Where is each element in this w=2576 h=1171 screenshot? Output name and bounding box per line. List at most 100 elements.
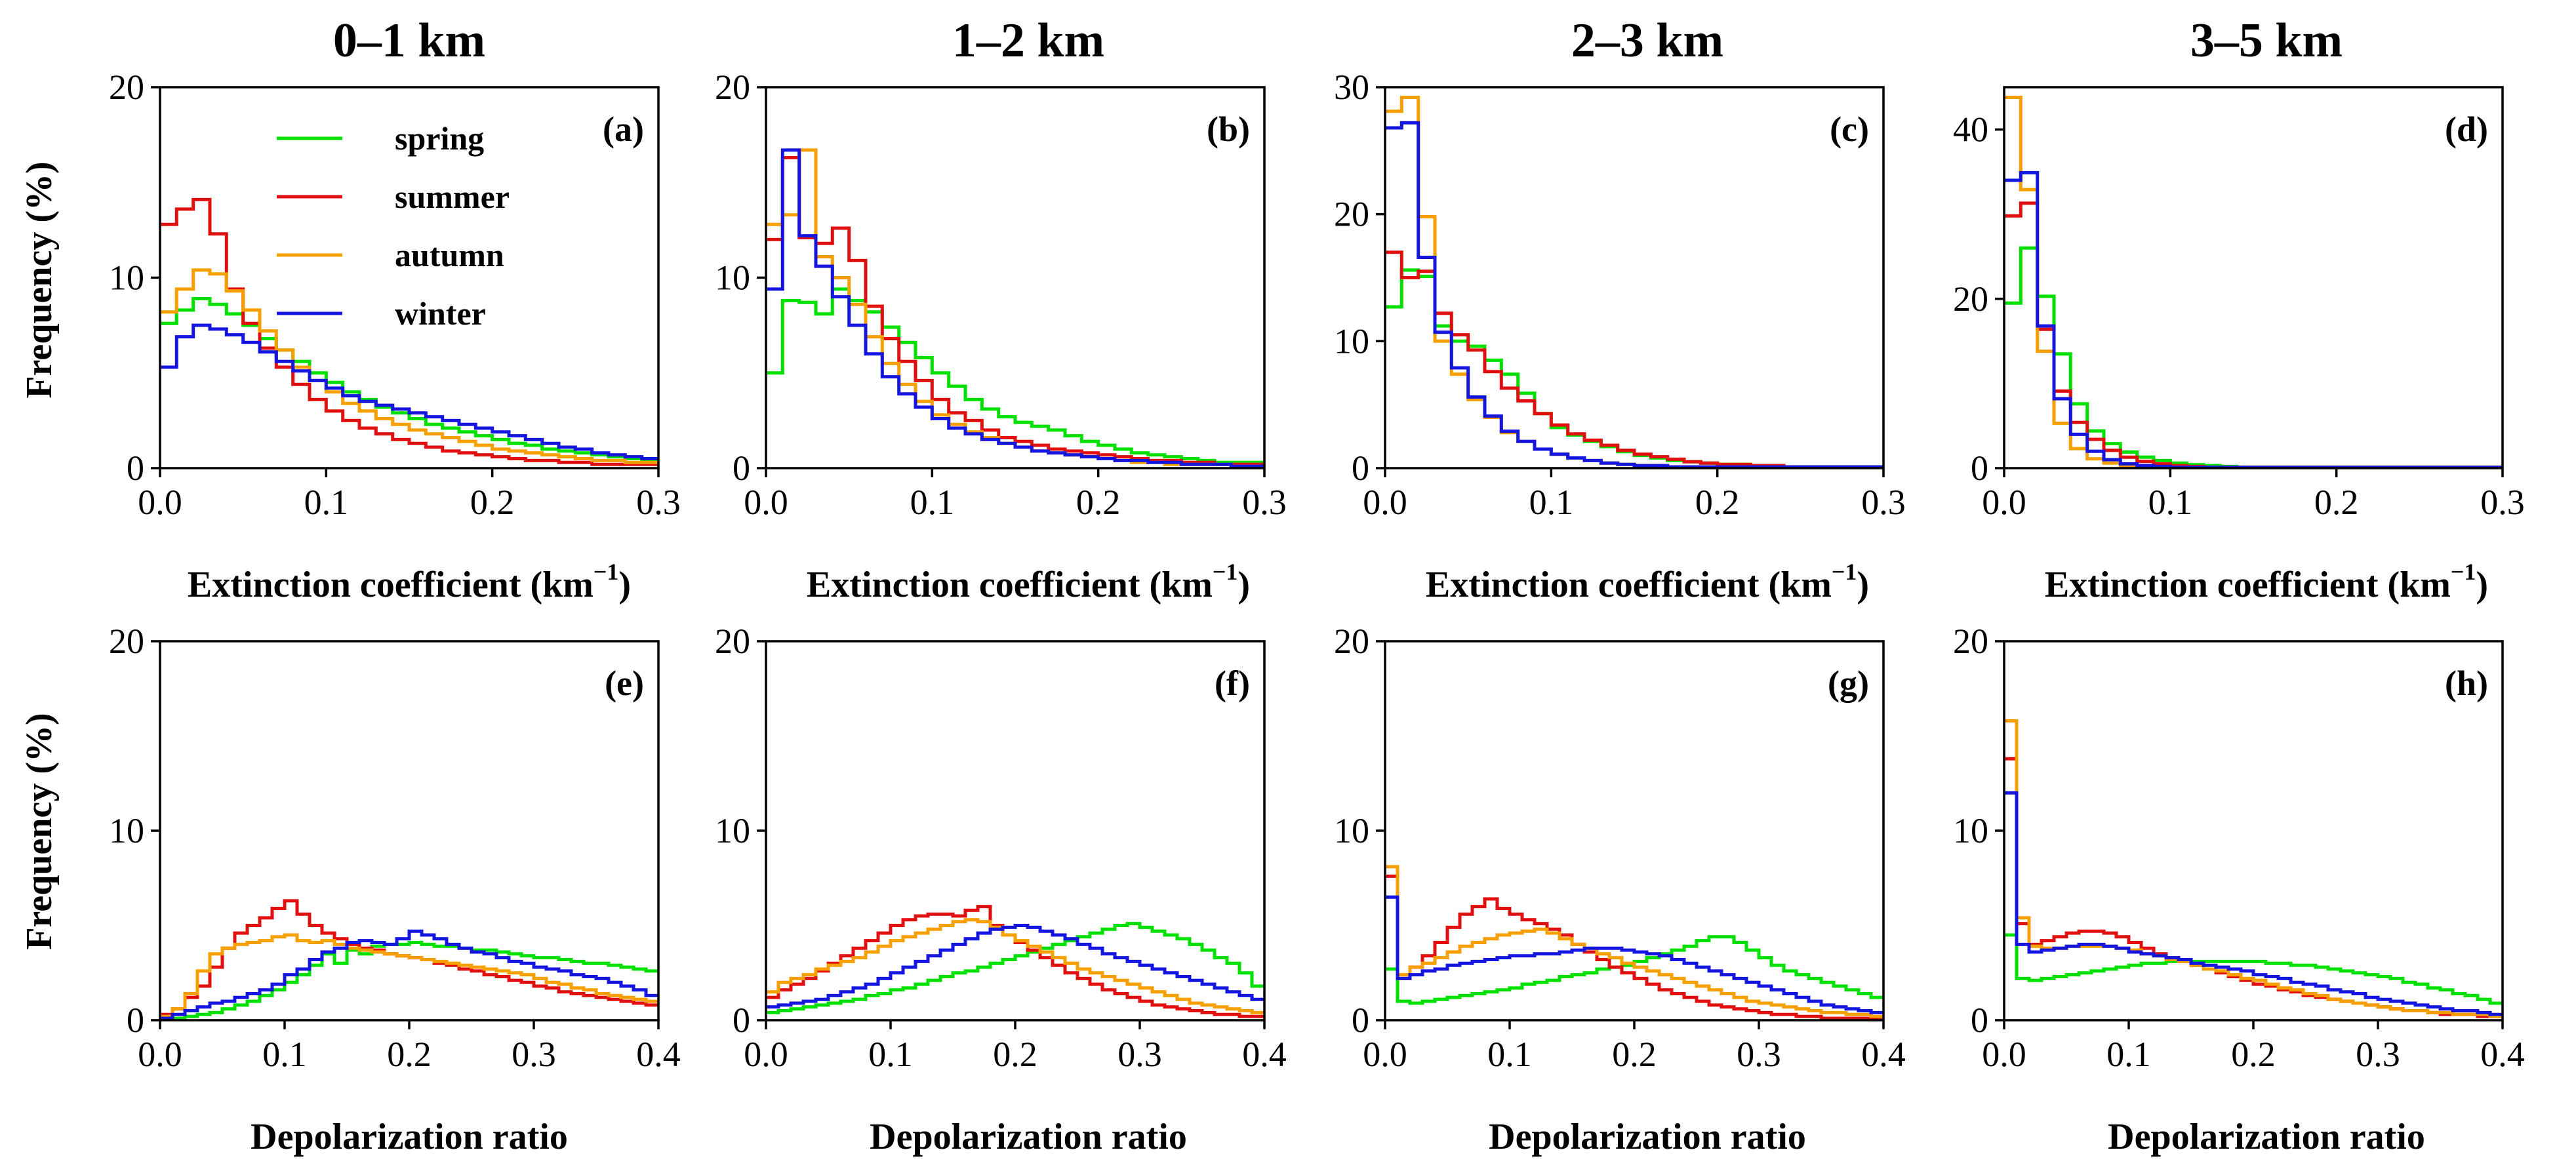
- y-tick-label-d: 20: [1953, 279, 1988, 319]
- series-autumn-d: [2004, 96, 2503, 469]
- y-tick-label-g: 0: [1352, 1001, 1369, 1040]
- x-tick-label-b: 0.3: [1242, 483, 1287, 522]
- row-y-labels: Frequency (%) Frequency (%): [19, 161, 60, 949]
- x-axis-label-f: Depolarization ratio: [870, 1117, 1187, 1157]
- panel-label-c: (c): [1830, 109, 1869, 149]
- series-winter-c: [1385, 121, 1883, 469]
- x-tick-label-f: 0.1: [868, 1035, 913, 1074]
- x-tick-label-c: 0.3: [1861, 483, 1906, 522]
- x-tick-label-h: 0.3: [2356, 1035, 2400, 1074]
- panel-label-a: (a): [603, 109, 644, 149]
- column-titles: 0–1 km 1–2 km 2–3 km 3–5 km: [333, 14, 2343, 68]
- panel-label-b: (b): [1207, 109, 1250, 149]
- y-tick-label-b: 10: [715, 258, 750, 298]
- y-tick-label-d: 0: [1971, 448, 1988, 488]
- series-autumn-c: [1385, 96, 1883, 469]
- series-winter-f: [766, 924, 1264, 1009]
- panel-label-h: (h): [2445, 664, 2488, 703]
- x-tick-label-e: 0.3: [512, 1035, 556, 1074]
- x-axis-label-c: Extinction coefficient (km−1): [1426, 559, 1869, 605]
- plot-frame-h: [2003, 640, 2504, 1022]
- x-tick-label-g: 0.4: [1861, 1035, 1906, 1074]
- y-axis-label-top-row: Frequency (%): [19, 161, 60, 398]
- legend-label-summer: summer: [395, 178, 510, 215]
- series-winter-e: [160, 929, 658, 1020]
- x-tick-label-e: 0.2: [387, 1035, 432, 1074]
- series-summer-g: [1385, 874, 1883, 1020]
- panel-label-d: (d): [2445, 109, 2488, 149]
- legend-label-spring: spring: [395, 120, 484, 157]
- x-axis-label-e: Depolarization ratio: [251, 1117, 568, 1157]
- series-spring-f: [766, 922, 1264, 1014]
- legend: spring summer autumn winter: [277, 120, 510, 332]
- x-tick-label-f: 0.3: [1117, 1035, 1162, 1074]
- y-tick-label-e: 10: [109, 811, 144, 850]
- panel-d: 0.0 0.1 0.2 0.3 0 20 40 (d): [1953, 86, 2525, 522]
- plot-frame-c: [1384, 86, 1885, 469]
- series-winter-b: [766, 148, 1264, 468]
- y-tick-label-c: 30: [1334, 68, 1369, 107]
- series-winter-g: [1385, 895, 1883, 1014]
- series-autumn-h: [2004, 719, 2503, 1018]
- y-tick-label-a: 20: [109, 68, 144, 107]
- x-tick-label-e: 0.1: [262, 1035, 307, 1074]
- x-tick-label-h: 0.4: [2480, 1035, 2525, 1074]
- panel-a: 0.0 0.1 0.2 0.3 0 10 20 (a): [109, 68, 681, 522]
- x-axis-labels: Extinction coefficient (km−1) Extinction…: [188, 559, 2488, 1157]
- series-autumn-a: [160, 268, 658, 464]
- panel-c: 0.0 0.1 0.2 0.3 0 10 20 30 (c): [1334, 68, 1906, 522]
- legend-label-winter: winter: [395, 295, 486, 332]
- x-axis-label-b: Extinction coefficient (km−1): [807, 559, 1250, 605]
- x-tick-label-h: 0.2: [2231, 1035, 2276, 1074]
- plot-frame-d: [2003, 86, 2504, 469]
- series-autumn-e: [160, 933, 658, 1018]
- series-spring-h: [2004, 933, 2503, 1005]
- y-tick-label-e: 20: [109, 622, 144, 661]
- panel-label-e: (e): [605, 664, 644, 703]
- y-tick-label-b: 0: [733, 448, 750, 488]
- x-tick-label-a: 0.3: [636, 483, 681, 522]
- x-tick-label-a: 0.2: [470, 483, 515, 522]
- panel-e: 0.0 0.1 0.2 0.3 0.4 0 10 20 (e): [109, 622, 681, 1074]
- x-tick-label-a: 0.0: [138, 483, 182, 522]
- series-summer-d: [2004, 201, 2503, 469]
- x-tick-label-d: 0.2: [2314, 483, 2359, 522]
- x-tick-label-f: 0.4: [1242, 1035, 1287, 1074]
- x-tick-label-b: 0.1: [910, 483, 955, 522]
- column-title-0-1km: 0–1 km: [333, 14, 485, 68]
- x-tick-label-b: 0.2: [1076, 483, 1121, 522]
- y-tick-label-c: 20: [1334, 195, 1369, 234]
- x-tick-label-f: 0.0: [744, 1035, 788, 1074]
- series-autumn-f: [766, 918, 1264, 1014]
- x-tick-label-g: 0.1: [1487, 1035, 1532, 1074]
- x-tick-label-e: 0.4: [636, 1035, 681, 1074]
- panel-h: 0.0 0.1 0.2 0.3 0.4 0 10 20 (h): [1953, 622, 2525, 1074]
- panel-label-g: (g): [1828, 664, 1869, 703]
- panels: 0.0 0.1 0.2 0.3 0 10 20 (a) 0.0 0.1 0.2 0.3 0 10 20 (b)…: [109, 68, 2525, 1074]
- y-tick-label-b: 20: [715, 68, 750, 107]
- x-tick-label-d: 0.1: [2148, 483, 2193, 522]
- column-title-3-5km: 3–5 km: [2190, 14, 2343, 68]
- panel-g: 0.0 0.1 0.2 0.3 0.4 0 10 20 (g): [1334, 622, 1906, 1074]
- x-tick-label-c: 0.1: [1529, 483, 1574, 522]
- x-tick-label-g: 0.2: [1612, 1035, 1657, 1074]
- legend-label-autumn: autumn: [395, 237, 504, 273]
- y-tick-label-d: 40: [1953, 110, 1988, 149]
- column-title-1-2km: 1–2 km: [952, 14, 1104, 68]
- series-winter-h: [2004, 791, 2503, 1016]
- series-spring-e: [160, 941, 658, 1020]
- x-tick-label-c: 0.2: [1695, 483, 1740, 522]
- y-tick-label-e: 0: [127, 1001, 144, 1040]
- x-axis-label-d: Extinction coefficient (km−1): [2045, 559, 2488, 605]
- y-tick-label-h: 0: [1971, 1001, 1988, 1040]
- y-tick-label-c: 10: [1334, 321, 1369, 361]
- series-summer-c: [1385, 250, 1883, 469]
- y-tick-label-g: 10: [1334, 811, 1369, 850]
- x-tick-label-h: 0.0: [1982, 1035, 2026, 1074]
- x-tick-label-e: 0.0: [138, 1035, 182, 1074]
- y-tick-label-f: 0: [733, 1001, 750, 1040]
- x-tick-label-c: 0.0: [1363, 483, 1407, 522]
- x-tick-label-a: 0.1: [304, 483, 349, 522]
- x-tick-label-g: 0.3: [1737, 1035, 1781, 1074]
